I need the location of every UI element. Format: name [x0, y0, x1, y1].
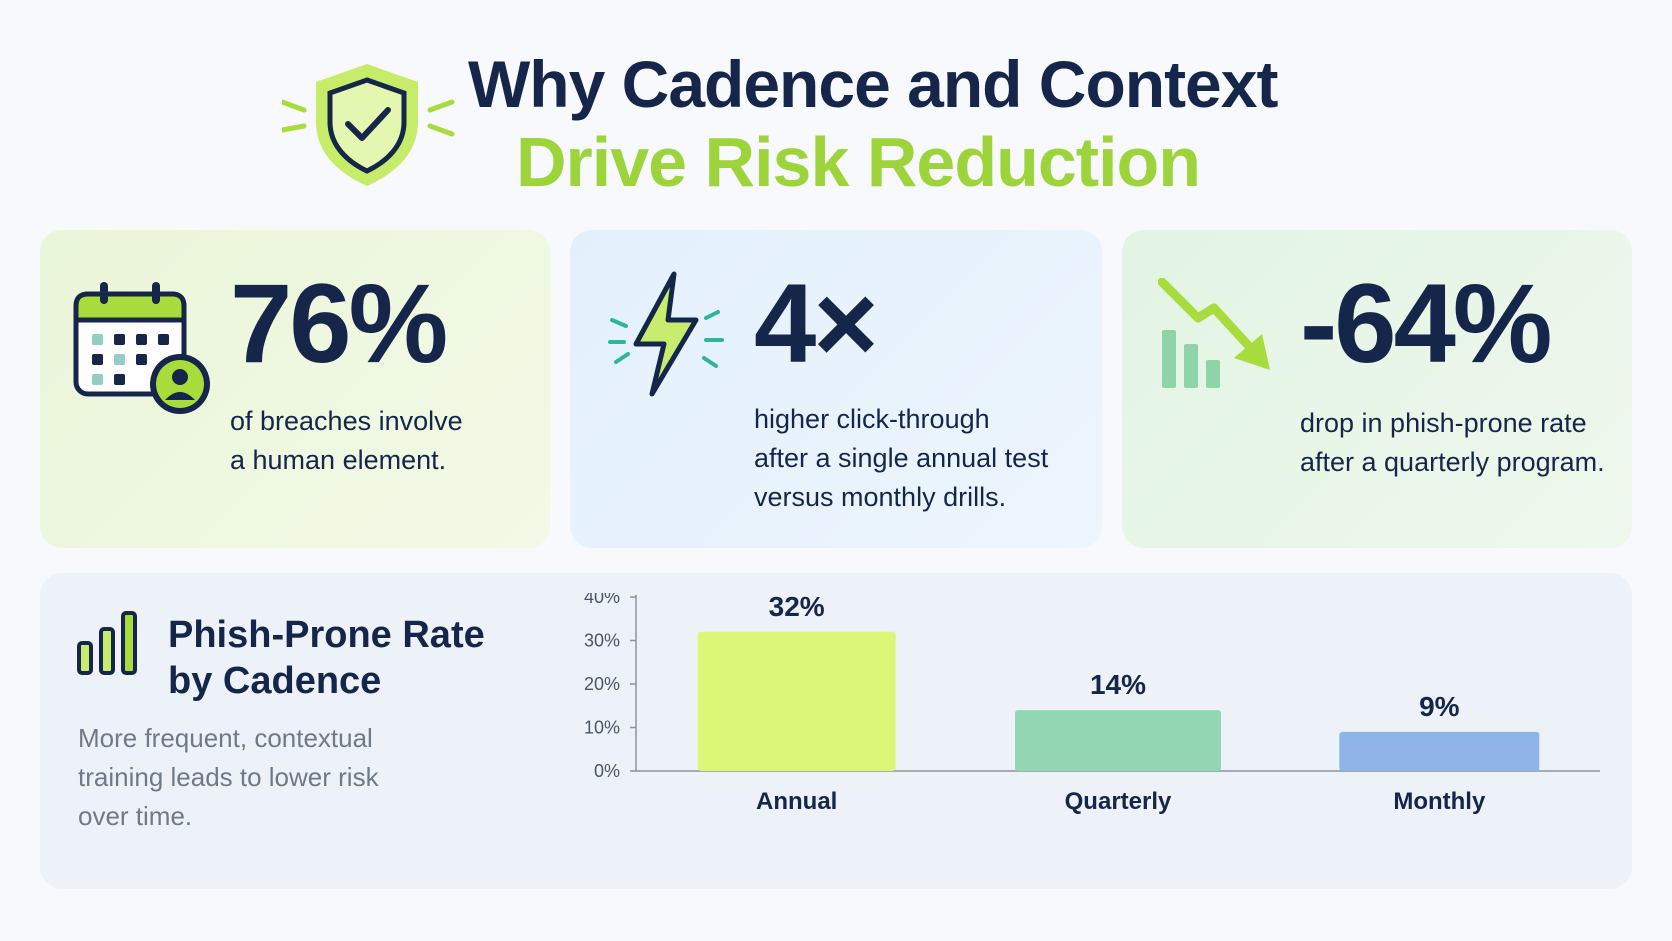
stat-description: drop in phish-prone rate after a quarter…	[1300, 408, 1605, 478]
y-tick-label: 0%	[594, 761, 620, 781]
header: Why Cadence and Context Drive Risk Reduc…	[0, 0, 1672, 210]
y-tick-label: 30%	[584, 631, 620, 651]
stat-card-phish-drop: -64% drop in phish-prone rate after a qu…	[1122, 230, 1632, 548]
stat-value: 76%	[230, 261, 448, 386]
page-subtitle: Drive Risk Reduction	[516, 123, 1201, 201]
y-tick-label: 20%	[584, 674, 620, 694]
bar-quarterly	[1015, 710, 1221, 771]
downtrend-chart-icon	[1157, 277, 1288, 403]
stat-value: -64%	[1300, 261, 1552, 386]
lightning-bolt-icon	[606, 270, 726, 405]
page-title: Why Cadence and Context	[468, 47, 1278, 121]
bar-monthly	[1339, 731, 1540, 771]
shield-check-icon	[279, 62, 472, 192]
stat-value: 4×	[754, 261, 879, 386]
data-label: 32%	[769, 593, 825, 622]
chart-subtitle: More frequent, contextual training leads…	[78, 723, 379, 831]
data-label: 9%	[1419, 691, 1460, 722]
bar-chart: 0% 10% 20% 30% 40% 32% Annual 14% Quarterly 9% Mon…	[584, 593, 1600, 815]
chart-panel: Phish-Prone Rate by Cadence More frequen…	[40, 573, 1632, 889]
x-tick-label: Quarterly	[1065, 788, 1172, 815]
bar-annual	[697, 631, 896, 771]
x-tick-label: Annual	[756, 788, 837, 815]
stat-description: higher click-through after a single annu…	[754, 404, 1049, 513]
chart-title: Phish-Prone Rate by Cadence	[168, 614, 485, 702]
bar-chart-icon	[76, 609, 140, 684]
calendar-user-icon	[72, 280, 212, 425]
stat-card-click-through: 4× higher click-through after a single a…	[570, 230, 1102, 548]
y-tick-label: 40%	[584, 593, 620, 607]
y-tick-label: 10%	[584, 718, 620, 738]
stat-description: of breaches involve a human element.	[230, 406, 463, 476]
stat-card-breaches: 76% of breaches involve a human element.	[40, 230, 550, 548]
data-label: 14%	[1090, 669, 1146, 700]
x-tick-label: Monthly	[1393, 788, 1486, 815]
